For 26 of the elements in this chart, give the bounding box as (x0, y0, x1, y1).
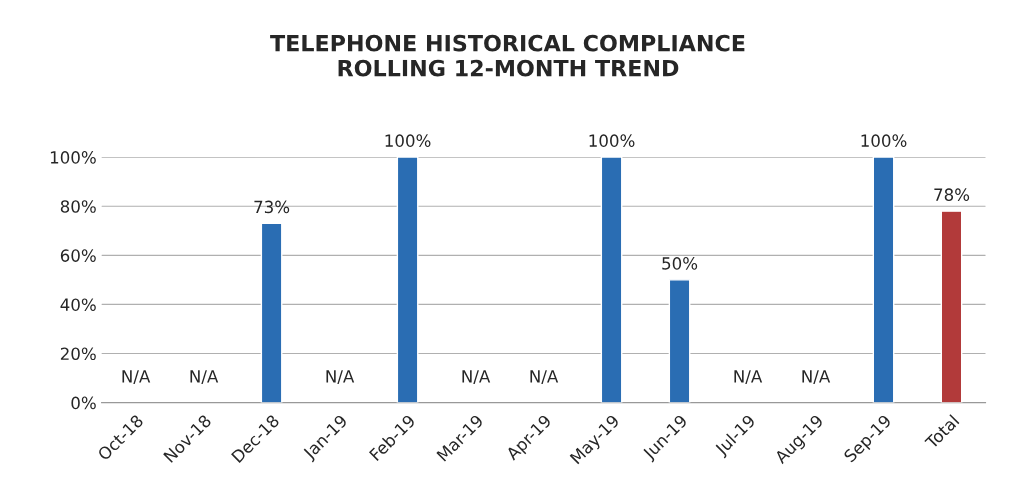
text: N/A (802, 370, 831, 384)
text: N/A (190, 370, 219, 384)
data-label: 73% (254, 200, 290, 214)
data-label: 50% (662, 257, 698, 270)
text: N/A (734, 370, 763, 384)
y-tick-label: 100% (50, 151, 96, 164)
data-label: 100% (589, 134, 635, 147)
text: N/A (462, 370, 491, 384)
bar (396, 157, 419, 403)
y-tick-label: 0% (71, 396, 96, 410)
data-label: 78% (934, 188, 970, 201)
y-tick-label: 40% (60, 298, 96, 311)
text: N/A (122, 370, 151, 384)
y-tick-label: 20% (60, 347, 96, 361)
data-label: 100% (385, 134, 431, 147)
text: N/A (530, 370, 559, 384)
chart-title: TELEPHONE HISTORICAL COMPLIANCE ROLLING 12-MONTH TREND (270, 34, 745, 77)
bar (600, 157, 623, 403)
text: N/A (326, 370, 355, 384)
data-label: 100% (861, 134, 907, 147)
bar (668, 279, 691, 403)
bar (872, 157, 895, 403)
bar (940, 210, 963, 403)
bar (260, 222, 283, 403)
y-tick-label: 60% (60, 249, 96, 262)
y-tick-label: 80% (60, 200, 96, 213)
